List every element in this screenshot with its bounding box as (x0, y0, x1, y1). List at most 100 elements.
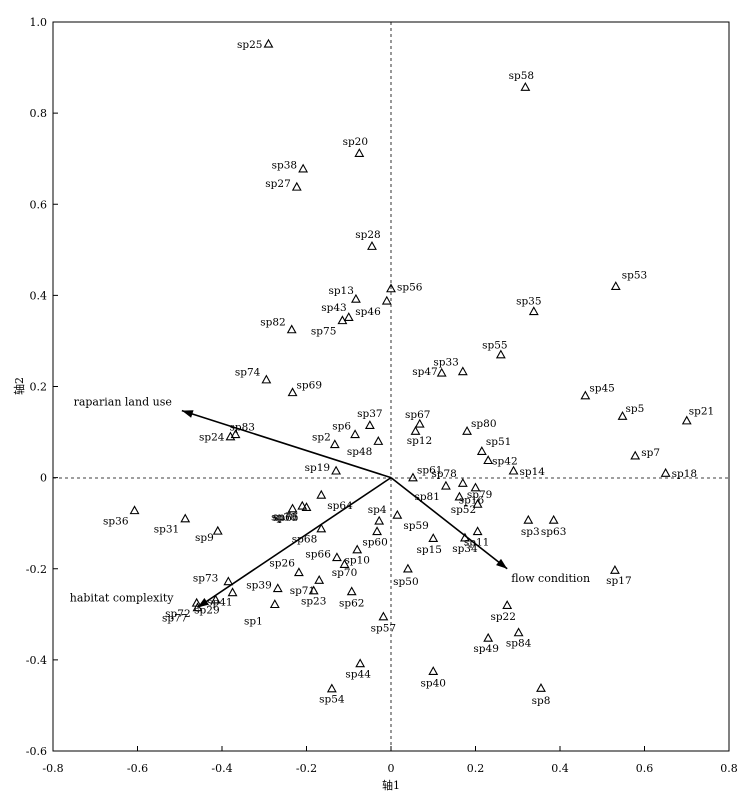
y-tick-label: -0.6 (26, 745, 47, 758)
species-label: sp56 (397, 282, 423, 294)
species-label: sp53 (622, 269, 647, 281)
species-marker (227, 587, 238, 597)
species-label: sp8 (532, 695, 551, 707)
species-label: sp49 (473, 643, 498, 655)
x-tick-label: -0.2 (296, 762, 317, 775)
species-label: sp23 (301, 596, 326, 608)
species-marker (291, 181, 302, 191)
species-marker (180, 513, 191, 523)
species-marker (286, 324, 297, 334)
species-marker (472, 498, 483, 508)
species-label: sp67 (405, 409, 430, 421)
species-label: sp62 (339, 598, 364, 610)
species-label: sp35 (516, 295, 541, 307)
species-label: sp36 (103, 515, 129, 527)
species-label: sp51 (486, 436, 511, 448)
y-axis-title: 轴2 (12, 377, 26, 395)
species-marker (476, 446, 487, 455)
x-tick-label: -0.8 (42, 762, 63, 775)
species-label: sp5 (626, 403, 645, 415)
species-marker (269, 599, 280, 609)
species-label: sp45 (589, 383, 614, 395)
species-label: sp37 (357, 408, 382, 420)
species-label: sp55 (482, 340, 507, 352)
species-label: sp61 (417, 465, 442, 477)
species-marker (528, 306, 539, 316)
species-marker (350, 293, 361, 303)
species-marker (402, 563, 413, 573)
x-tick-label: 0.2 (467, 762, 485, 775)
species-marker (472, 526, 483, 536)
species-marker (343, 312, 354, 321)
species-label: sp50 (393, 576, 418, 588)
species-label: sp41 (207, 596, 232, 608)
species-marker (337, 315, 348, 325)
species-marker (381, 295, 392, 305)
species-marker (454, 491, 465, 501)
species-marker (428, 666, 439, 676)
species-label: sp74 (235, 367, 261, 379)
y-tick-label: 0.4 (30, 289, 48, 302)
species-label: sp28 (355, 229, 380, 241)
species-marker (192, 602, 203, 612)
species-marker (681, 415, 692, 425)
species-marker (373, 436, 384, 445)
x-axis-ticks: -0.8 -0.6 -0.4 -0.2 0 0.2 0.4 0.6 0.8 (42, 746, 738, 775)
vector-label: habitat complexity (70, 591, 175, 604)
species-marker (462, 426, 472, 435)
species-label: sp70 (332, 567, 357, 579)
x-axis-title: 轴1 (382, 778, 400, 792)
species-marker (386, 283, 396, 293)
species-marker (316, 523, 327, 533)
species-marker (339, 559, 350, 568)
species-label: sp66 (305, 548, 331, 560)
species-label: sp60 (362, 536, 387, 548)
species-marker (470, 482, 481, 492)
species-marker (372, 526, 382, 536)
species-marker (230, 429, 241, 439)
species-marker (428, 533, 439, 542)
species-label: sp14 (520, 466, 546, 478)
y-tick-label: 0.6 (30, 198, 48, 211)
species-label: sp30 (271, 512, 296, 524)
environment-vectors: raparian land use habitat complexity flow … (70, 396, 590, 609)
species-label: sp22 (490, 611, 515, 623)
species-marker (287, 503, 298, 513)
species-label: sp2 (312, 431, 331, 443)
species-label: sp26 (269, 557, 295, 569)
species-marker (263, 38, 274, 48)
species-marker (457, 366, 468, 376)
species-marker (331, 552, 342, 562)
species-label: sp12 (407, 435, 432, 447)
species-marker (508, 465, 519, 475)
y-tick-label: -0.4 (26, 654, 47, 667)
y-tick-label: -0.2 (26, 563, 47, 576)
species-marker (350, 429, 361, 439)
species-marker (293, 567, 304, 577)
species-label: sp10 (344, 555, 369, 567)
species-marker (408, 472, 418, 482)
species-marker (212, 525, 223, 535)
species-marker (346, 586, 357, 596)
species-label: sp68 (292, 534, 317, 546)
species-marker (378, 611, 389, 621)
species-label: sp48 (347, 446, 372, 458)
y-tick-label: 0 (40, 472, 47, 485)
species-marker (354, 148, 365, 157)
species-marker (287, 387, 298, 397)
species-label: sp79 (467, 489, 492, 501)
species-label: sp69 (297, 379, 322, 391)
species-marker (272, 583, 283, 593)
species-marker (352, 544, 363, 554)
species-label: sp52 (451, 504, 476, 516)
species-marker (513, 627, 524, 637)
species-label: sp46 (355, 306, 381, 318)
species-marker (316, 489, 327, 499)
species-label: sp9 (195, 532, 214, 544)
x-tick-label: 0.6 (636, 762, 654, 775)
species-marker (536, 682, 546, 692)
species-marker (374, 515, 385, 525)
species-marker (483, 632, 494, 642)
species-label: sp75 (311, 325, 336, 337)
